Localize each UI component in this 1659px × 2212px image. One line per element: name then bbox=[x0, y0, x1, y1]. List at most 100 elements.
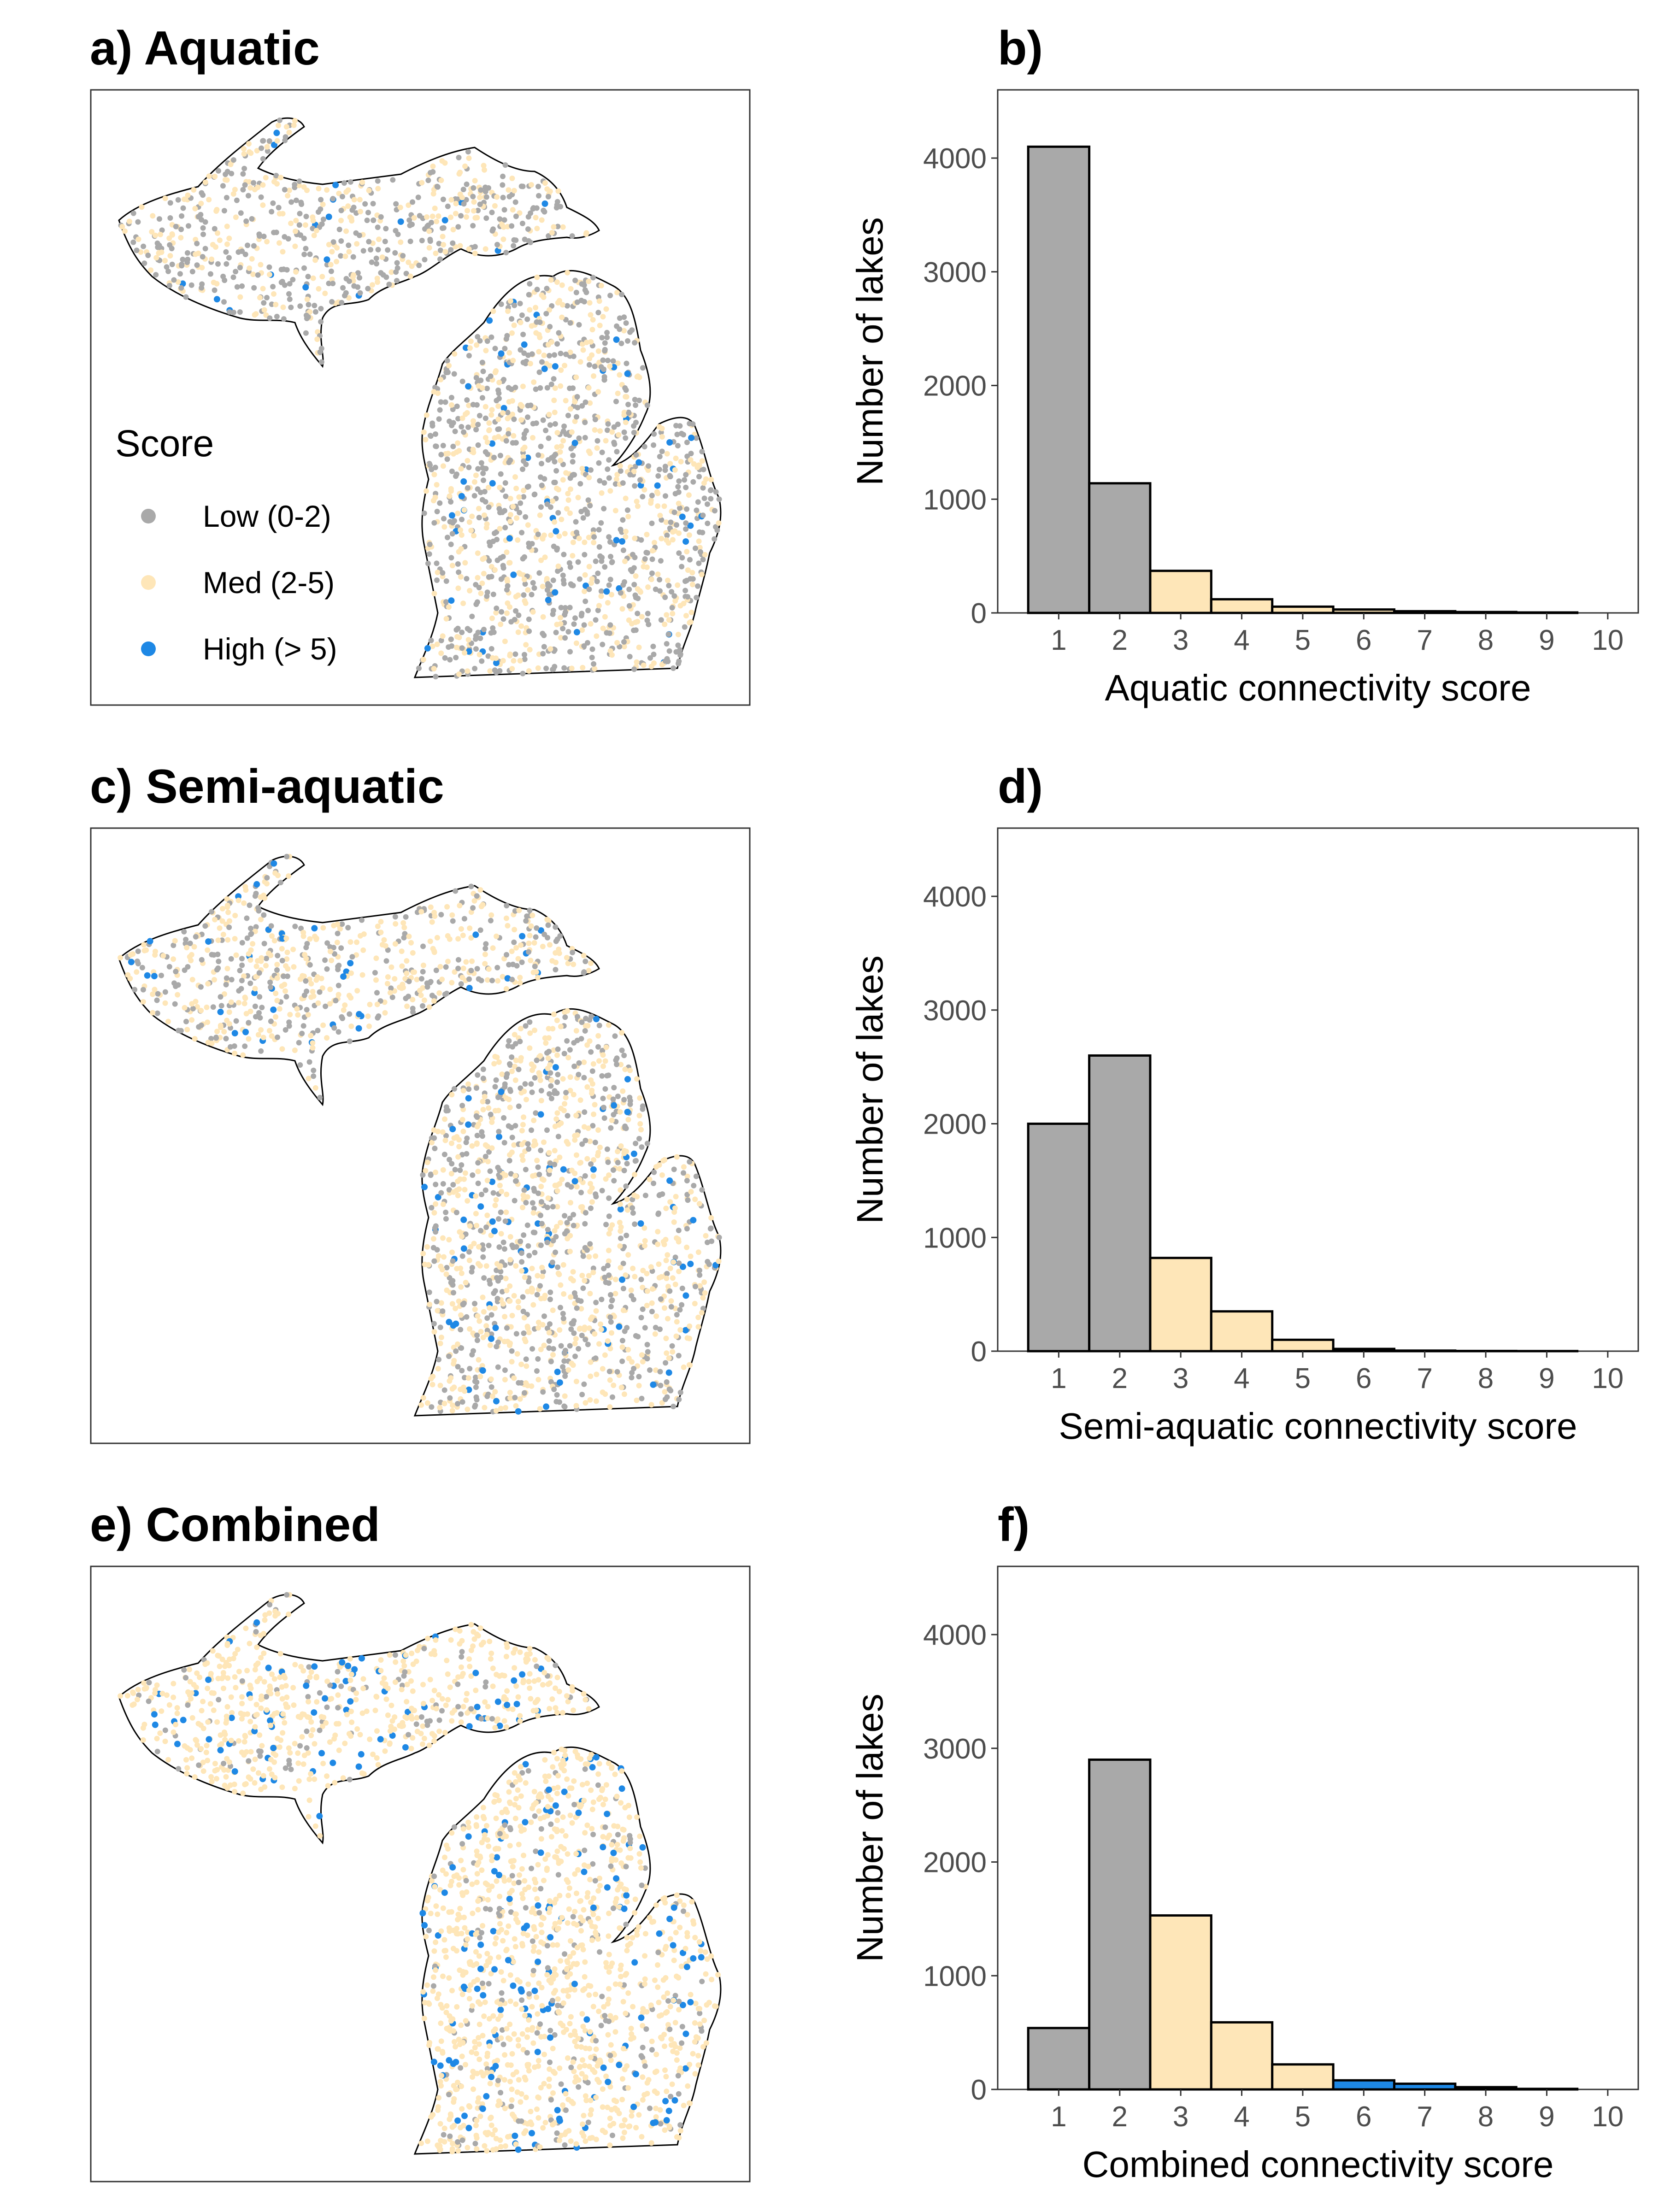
lake-dot-med bbox=[219, 906, 225, 912]
lake-dot-low bbox=[483, 465, 489, 471]
lake-dot-low bbox=[466, 353, 472, 359]
lake-dot-med bbox=[572, 1137, 578, 1143]
lake-dot-low bbox=[525, 1768, 531, 1774]
lake-dot-low bbox=[552, 459, 558, 465]
lake-dot-med bbox=[538, 1295, 544, 1301]
lake-dot-med bbox=[708, 477, 714, 482]
lake-dot-med bbox=[140, 1725, 146, 1731]
lake-dot-med bbox=[659, 1172, 665, 1178]
lake-dot-med bbox=[206, 173, 212, 179]
lake-dot-med bbox=[586, 968, 592, 974]
lake-dot-med bbox=[452, 969, 458, 975]
lake-dot-low bbox=[700, 1306, 706, 1312]
lake-dot-low bbox=[534, 925, 540, 931]
lake-dot-low bbox=[683, 526, 689, 532]
lake-dot-low bbox=[463, 1140, 469, 1145]
lake-dot-low bbox=[330, 196, 336, 202]
lake-dot-med bbox=[559, 282, 565, 288]
lake-dot-med bbox=[420, 1682, 426, 1688]
lake-dot-med bbox=[354, 1726, 360, 1732]
lake-dot-low bbox=[677, 651, 683, 657]
lake-dot-med bbox=[495, 434, 501, 440]
lake-dot-low bbox=[629, 1196, 635, 1202]
lake-dot-high bbox=[466, 985, 473, 992]
lake-dot-low bbox=[684, 453, 690, 459]
lake-dot-med bbox=[225, 937, 231, 943]
map-panel-semi-aquatic: c) Semi-aquatic bbox=[90, 760, 751, 1444]
lake-dot-low bbox=[579, 1141, 585, 1147]
lake-dot-med bbox=[598, 282, 604, 288]
lake-dot-med bbox=[587, 1291, 593, 1296]
lake-dot-low bbox=[582, 399, 588, 405]
lake-dot-med bbox=[570, 1688, 576, 1694]
lake-dot-low bbox=[265, 148, 271, 154]
lake-dot-low bbox=[538, 1212, 543, 1218]
lake-dot-med bbox=[345, 187, 351, 193]
lake-dot-med bbox=[447, 493, 453, 499]
lake-dot-med bbox=[438, 650, 444, 656]
lake-dot-low bbox=[507, 457, 513, 463]
lake-dot-low bbox=[605, 466, 611, 472]
lake-dot-med bbox=[576, 535, 582, 541]
lake-dot-low bbox=[574, 299, 580, 305]
lake-dot-med bbox=[503, 1724, 509, 1730]
lake-dot-med bbox=[255, 1032, 261, 1038]
lake-dot-med bbox=[375, 279, 381, 285]
lake-dot-low bbox=[376, 1013, 382, 1019]
lake-dot-med bbox=[414, 1715, 420, 1721]
lake-dot-med bbox=[547, 1706, 553, 1712]
lake-dot-low bbox=[214, 967, 220, 973]
lake-dot-low bbox=[180, 205, 186, 211]
lake-dot-med bbox=[582, 1277, 588, 1283]
lake-dot-low bbox=[436, 1357, 441, 1363]
lake-dot-med bbox=[449, 1301, 455, 1307]
lake-dot-med bbox=[243, 1625, 249, 1631]
lake-dot-low bbox=[547, 324, 553, 329]
lake-dot-low bbox=[169, 261, 175, 267]
lake-dot-low bbox=[499, 609, 505, 615]
lake-dot-low bbox=[533, 934, 539, 940]
lake-dot-low bbox=[185, 1702, 191, 1708]
lake-dot-med bbox=[449, 563, 455, 569]
lake-dot-med bbox=[350, 278, 356, 284]
lake-dot-med bbox=[222, 1737, 228, 1743]
lake-dot-med bbox=[378, 930, 384, 935]
lake-dot-low bbox=[685, 1197, 691, 1203]
lake-dot-med bbox=[468, 935, 474, 941]
lake-dot-low bbox=[578, 613, 584, 618]
lake-dot-low bbox=[357, 275, 363, 281]
lake-dot-low bbox=[622, 1124, 628, 1129]
lake-dot-low bbox=[525, 1243, 531, 1249]
lake-dot-low bbox=[479, 359, 485, 365]
lake-dot-low bbox=[592, 364, 598, 370]
lake-dot-low bbox=[649, 520, 655, 526]
lake-dot-med bbox=[554, 1710, 560, 1716]
lake-dot-low bbox=[576, 322, 582, 328]
lake-dot-med bbox=[591, 540, 597, 546]
lake-dot-low bbox=[478, 1228, 483, 1234]
lake-dot-low bbox=[498, 1209, 504, 1215]
lake-dot-med bbox=[430, 946, 436, 952]
lake-dot-low bbox=[554, 1392, 560, 1398]
lake-dot-med bbox=[404, 1682, 410, 1688]
lake-dot-low bbox=[494, 1267, 500, 1273]
lake-dot-med bbox=[253, 1662, 259, 1668]
lake-dot-low bbox=[716, 1235, 722, 1241]
lake-dot-low bbox=[617, 315, 623, 321]
lake-dot-low bbox=[693, 545, 698, 551]
lake-dot-med bbox=[667, 461, 673, 467]
lake-dot-high bbox=[466, 1723, 473, 1730]
lake-dot-med bbox=[659, 1274, 665, 1280]
lake-dot-low bbox=[311, 1073, 317, 1079]
lake-dot-low bbox=[593, 1300, 599, 1306]
lake-dot-med bbox=[547, 1167, 553, 1173]
lake-dot-med bbox=[558, 458, 564, 464]
lake-dot-low bbox=[475, 1072, 481, 1078]
lake-dot-med bbox=[228, 1737, 234, 1743]
lake-dot-low bbox=[498, 1274, 504, 1280]
lake-dot-med bbox=[229, 1710, 235, 1716]
lake-dot-low bbox=[613, 399, 619, 405]
lake-dot-low bbox=[593, 1355, 599, 1361]
lake-dot-med bbox=[607, 1226, 613, 1232]
lake-dot-low bbox=[682, 477, 688, 483]
